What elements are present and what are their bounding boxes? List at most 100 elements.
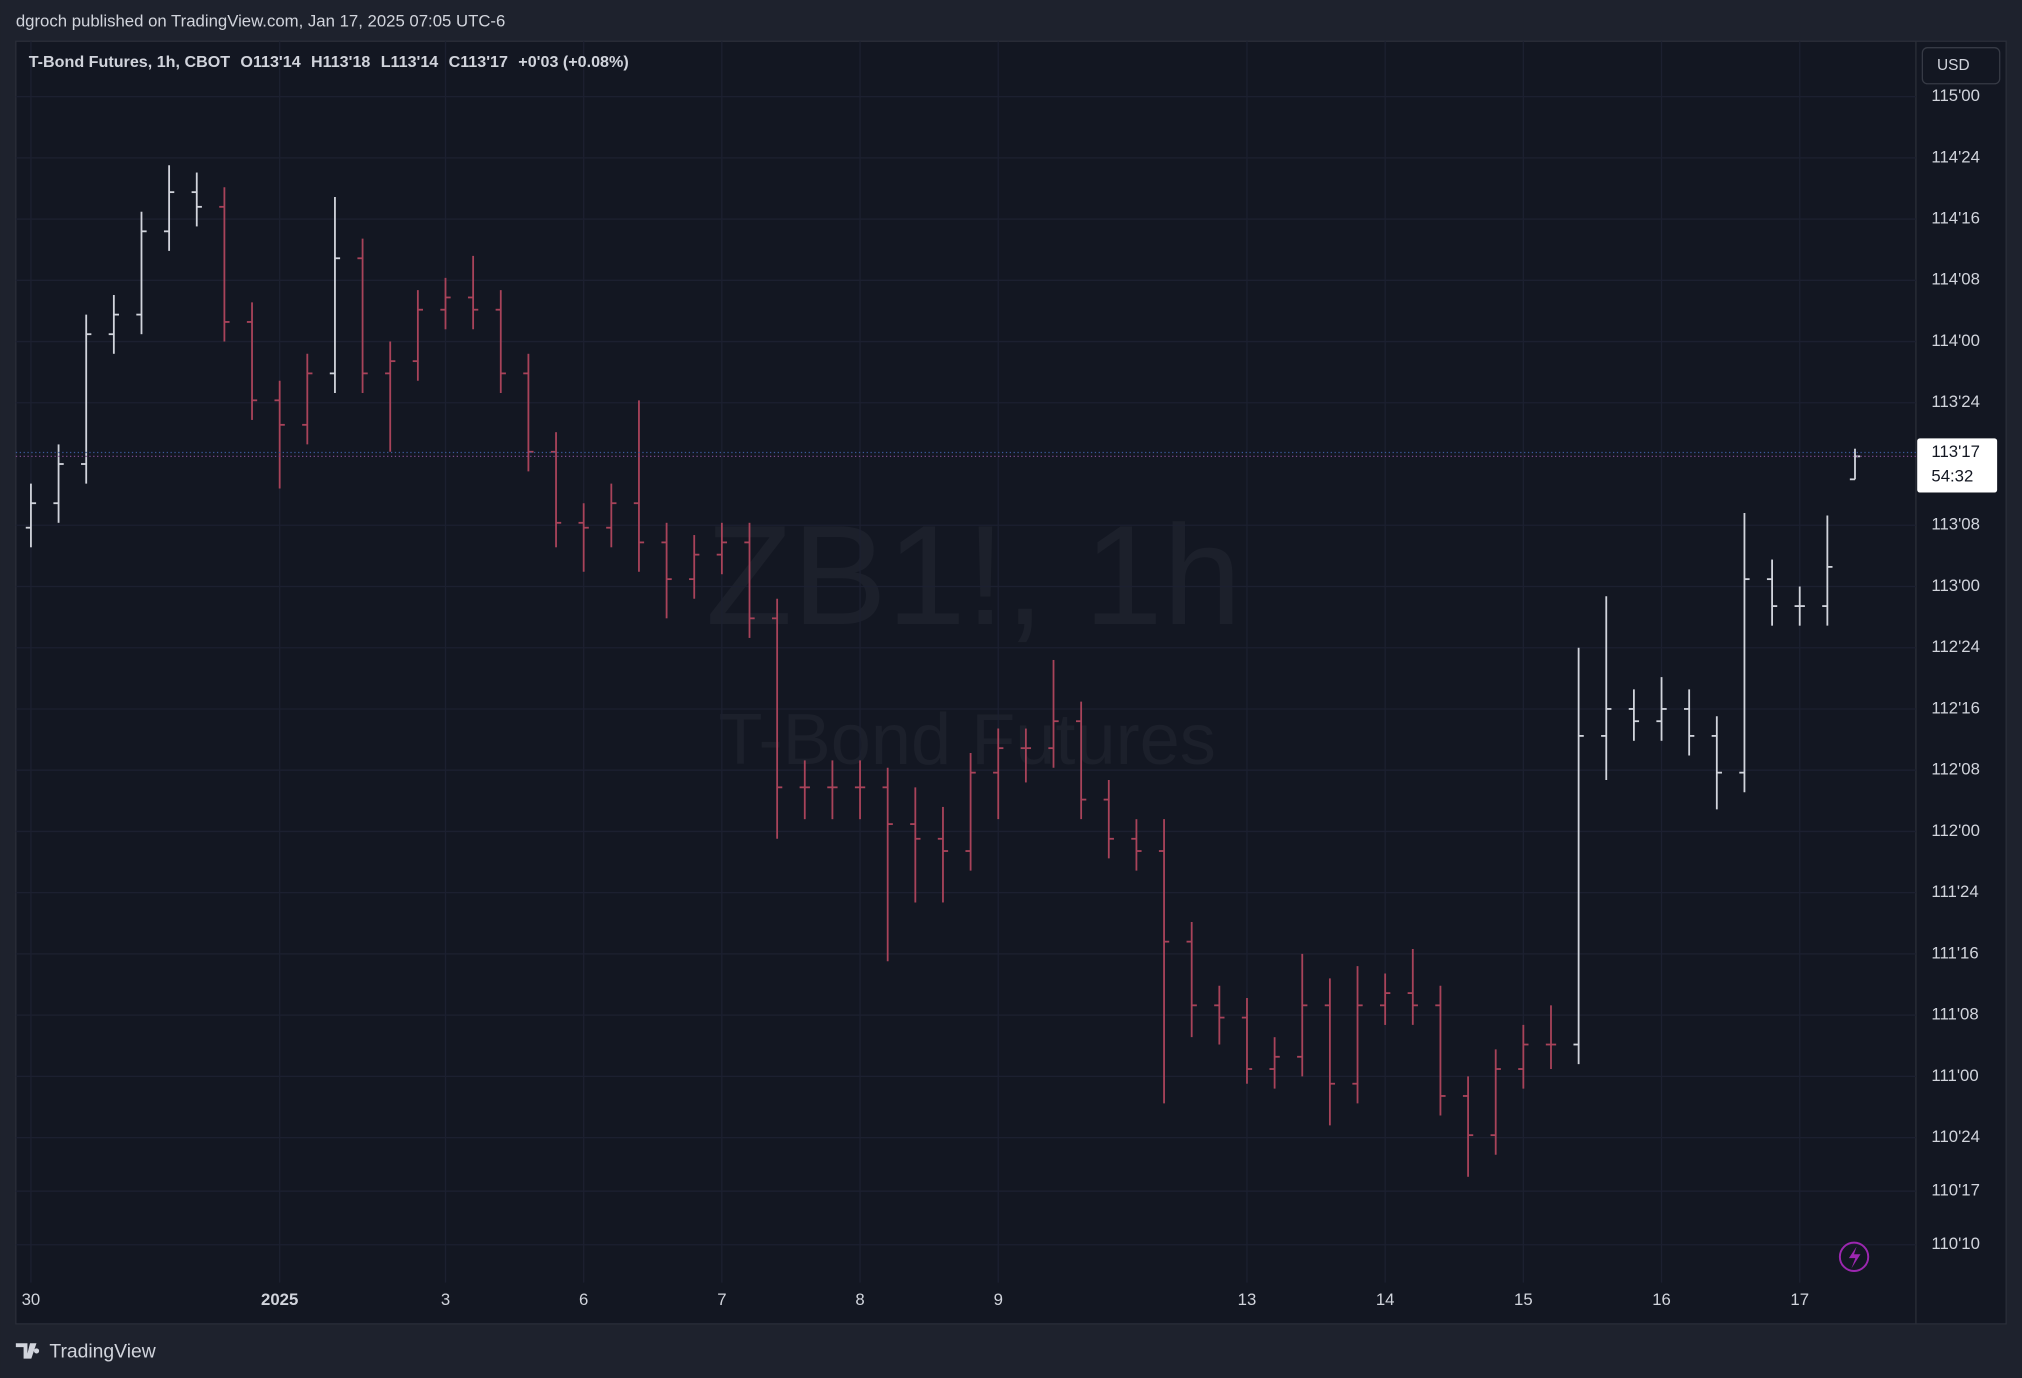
ohlc-bar: [1490, 1049, 1501, 1155]
y-tick-label: 114'16: [1931, 208, 1980, 227]
ohlc-bar: [495, 290, 506, 393]
ohlc-bar: [1269, 1037, 1280, 1089]
ohlc-bar: [1075, 701, 1087, 820]
y-tick-label: 112'24: [1931, 637, 1980, 656]
x-tick-label: 16: [1652, 1290, 1671, 1309]
legend: T-Bond Futures, 1h, CBOT O113'14 H113'18 L1…: [29, 53, 629, 71]
alert-bolt: [1848, 1246, 1861, 1269]
y-tick-label: 115'00: [1931, 86, 1980, 105]
x-tick-label: 6: [579, 1290, 588, 1309]
alert-icon[interactable]: [1838, 1241, 1870, 1272]
ohlc-bar: [1324, 978, 1336, 1126]
y-tick-label: 112'16: [1931, 698, 1980, 717]
ohlc-bar: [523, 353, 534, 472]
ohlc-bar: [1297, 953, 1308, 1077]
last-price-label: 113'17: [1931, 442, 1980, 461]
ohlc-bar: [993, 728, 1004, 820]
y-tick-label: 111'00: [1931, 1066, 1978, 1085]
x-tick-label: 8: [855, 1290, 864, 1309]
ohlc-bar: [385, 341, 396, 452]
ohlc-bar: [1020, 728, 1032, 783]
y-tick-label: 114'08: [1931, 270, 1980, 289]
ohlc-bar: [689, 535, 700, 599]
y-tick-label: 114'24: [1931, 147, 1980, 166]
ohlc-bar: [1739, 513, 1750, 793]
ohlc-bar: [1214, 985, 1225, 1045]
x-tick-label: 14: [1376, 1290, 1395, 1309]
x-tick-label: 13: [1238, 1290, 1257, 1309]
y-tick-label: 110'17: [1931, 1181, 1980, 1200]
last-price-box: [1917, 438, 1998, 493]
x-tick-label: 17: [1790, 1290, 1809, 1309]
y-tick-label: 113'08: [1931, 515, 1980, 534]
ohlc-bar: [1518, 1024, 1529, 1089]
legend-low: L113'14: [381, 53, 439, 71]
publish-header: dgroch published on TradingView.com, Jan…: [16, 11, 505, 30]
ohlc-bar: [1628, 689, 1640, 741]
logo-icon: [15, 1343, 40, 1359]
ohlc-bar: [661, 522, 672, 619]
ohlc-bar: [606, 483, 617, 548]
currency-label: USD: [1937, 57, 1970, 74]
ohlc-bar: [1048, 659, 1059, 768]
footer-brand: TradingView: [49, 1341, 155, 1362]
ohlc-bar: [578, 503, 589, 572]
chart-pane: [15, 40, 2007, 1325]
ohlc-bar: [191, 172, 202, 227]
ohlc-bar: [965, 753, 976, 871]
currency-button[interactable]: [1921, 47, 2001, 85]
ohlc-bar: [854, 760, 866, 820]
watermark-subtitle: T-Bond Futures: [718, 700, 1215, 780]
ohlc-bar: [744, 522, 755, 638]
ohlc-bar: [910, 787, 921, 903]
ohlc-bar: [1822, 515, 1833, 626]
ohlc-bar: [1684, 689, 1695, 756]
x-tick-label: 7: [717, 1290, 726, 1309]
x-tick-label: 30: [22, 1290, 41, 1309]
ohlc-bar: [1158, 819, 1170, 1104]
ohlc-bar: [219, 187, 230, 342]
ohlc-bar: [1794, 586, 1805, 626]
ohlc-bar: [1462, 1076, 1474, 1177]
overlay: 115'00 114'24 114'16 114'08 114'00 113'24 113'…: [15, 86, 1998, 1309]
ohlc-bar: [1131, 819, 1142, 871]
legend-high: H113'18: [311, 53, 370, 71]
y-tick-label: 111'16: [1931, 943, 1978, 962]
y-tick-label: 113'24: [1931, 392, 1980, 411]
ohlc-bar: [467, 255, 479, 330]
ohlc-bar: [771, 598, 783, 839]
ohlc-bar: [25, 483, 37, 548]
bars: [25, 165, 1861, 1177]
ohlc-bar: [1573, 647, 1584, 1065]
y-tick-label: 112'00: [1931, 821, 1980, 840]
y-tick-label: 110'10: [1931, 1234, 1980, 1253]
legend-close: C113'17: [449, 53, 508, 71]
ohlc-bar: [302, 353, 313, 445]
ohlc-bar: [81, 314, 92, 484]
ohlc-bar: [412, 290, 424, 381]
countdown: 54:32: [1931, 466, 1973, 485]
y-tick-label: 111'24: [1931, 882, 1978, 901]
y-tick-label: 113'00: [1931, 576, 1980, 595]
ohlc-bar: [633, 400, 645, 572]
x-tick-label: 9: [994, 1290, 1003, 1309]
x-tick-label: 15: [1514, 1290, 1533, 1309]
ohlc-bar: [440, 277, 451, 330]
ohlc-bar: [799, 760, 810, 820]
ohlc-bar: [1435, 985, 1446, 1116]
y-tick-label: 111'08: [1931, 1005, 1978, 1024]
ohlc-bar: [716, 522, 728, 575]
legend-open: O113'14: [240, 53, 300, 71]
ohlc-bar: [136, 211, 147, 335]
ohlc-bar: [1711, 716, 1722, 810]
ohlc-bar: [1407, 949, 1418, 1025]
x-tick-label: 2025: [261, 1290, 298, 1309]
ohlc-bar: [1601, 596, 1612, 780]
ohlc-bar: [53, 444, 64, 523]
ohlc-bar: [274, 380, 285, 489]
ohlc-bar: [329, 197, 341, 393]
legend-symbol: T-Bond Futures, 1h, CBOT: [29, 53, 231, 71]
y-tick-label: 110'24: [1931, 1127, 1980, 1146]
ohlc-bar: [827, 760, 838, 820]
